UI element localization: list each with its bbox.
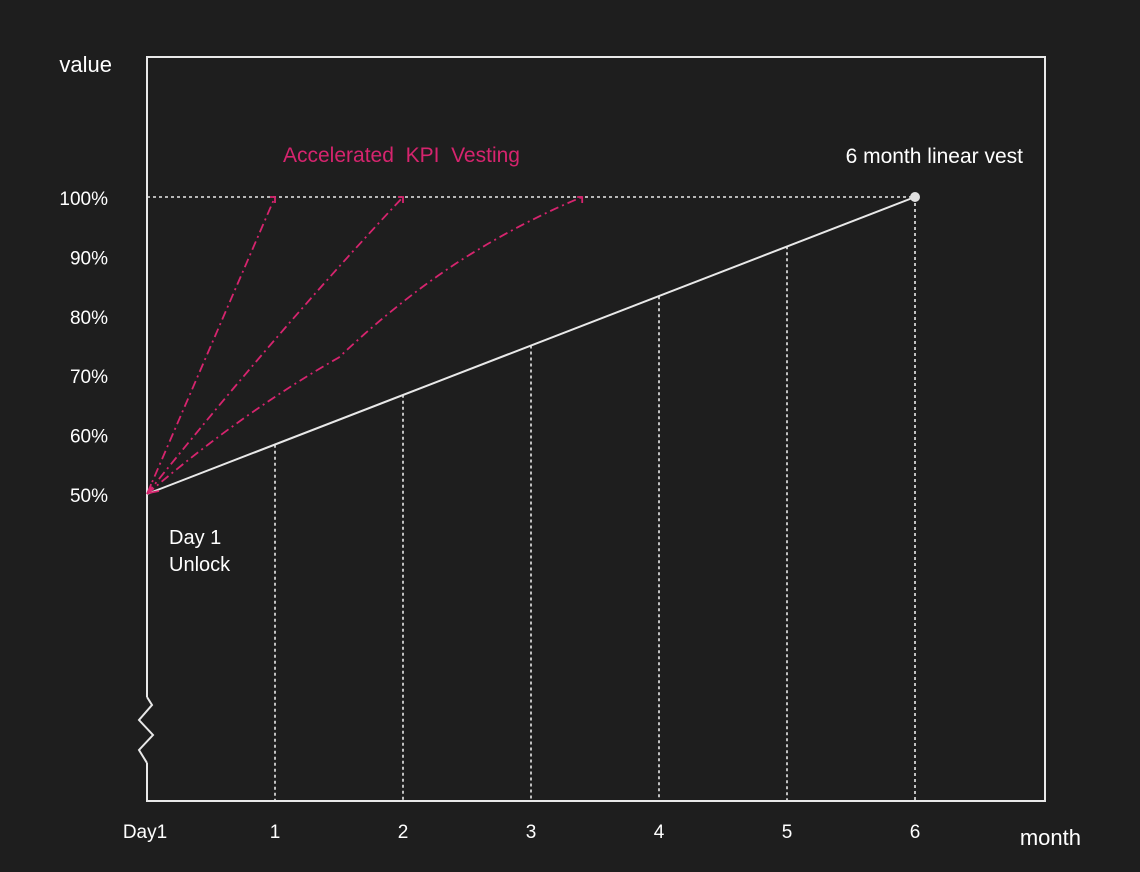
- x-tick-label: Day1: [123, 822, 167, 843]
- accelerated-vesting-curve: [146, 196, 276, 495]
- day1-unlock-label-line2: Unlock: [169, 554, 231, 576]
- plot-frame: [146, 56, 1046, 802]
- linear-vest-line: [146, 196, 916, 495]
- linear-vest-label: 6 month linear vest: [846, 145, 1024, 168]
- linear-vest-end-point: [910, 192, 920, 202]
- accelerated-vesting-arrow-end: [398, 196, 404, 203]
- accelerated-vesting-arrow-start: [147, 483, 160, 495]
- y-tick-label: 80%: [70, 308, 108, 329]
- accelerated-vesting-curve: [146, 196, 404, 495]
- accelerated-vesting-label: Accelerated KPI Vesting: [283, 144, 520, 167]
- x-tick-label: 5: [782, 822, 793, 843]
- y-tick-label: 90%: [70, 248, 108, 269]
- y-tick-label: 60%: [70, 427, 108, 448]
- y-tick-label: 70%: [70, 367, 108, 388]
- x-axis-title: month: [1020, 825, 1081, 850]
- series-layer: [146, 192, 920, 495]
- accelerated-vesting-arrow-end: [270, 196, 276, 203]
- accelerated-vesting-curve: [146, 196, 583, 495]
- y-tick-label: 50%: [70, 486, 108, 507]
- x-tick-label: 3: [526, 822, 537, 843]
- axis-break-mark: [137, 696, 155, 764]
- x-tick-label: 6: [910, 822, 921, 843]
- x-tick-label: 1: [270, 822, 281, 843]
- y-axis-title: value: [59, 52, 112, 77]
- accelerated-vesting-arrow-end: [577, 196, 584, 203]
- grid-layer: [147, 196, 916, 801]
- label-layer: value month Accelerated KPI Vesting 6 mo…: [59, 52, 1081, 850]
- x-tick-label: 2: [398, 822, 409, 843]
- x-tick-label: 4: [654, 822, 665, 843]
- day1-unlock-label-line1: Day 1: [169, 527, 221, 549]
- y-tick-label: 100%: [59, 189, 108, 210]
